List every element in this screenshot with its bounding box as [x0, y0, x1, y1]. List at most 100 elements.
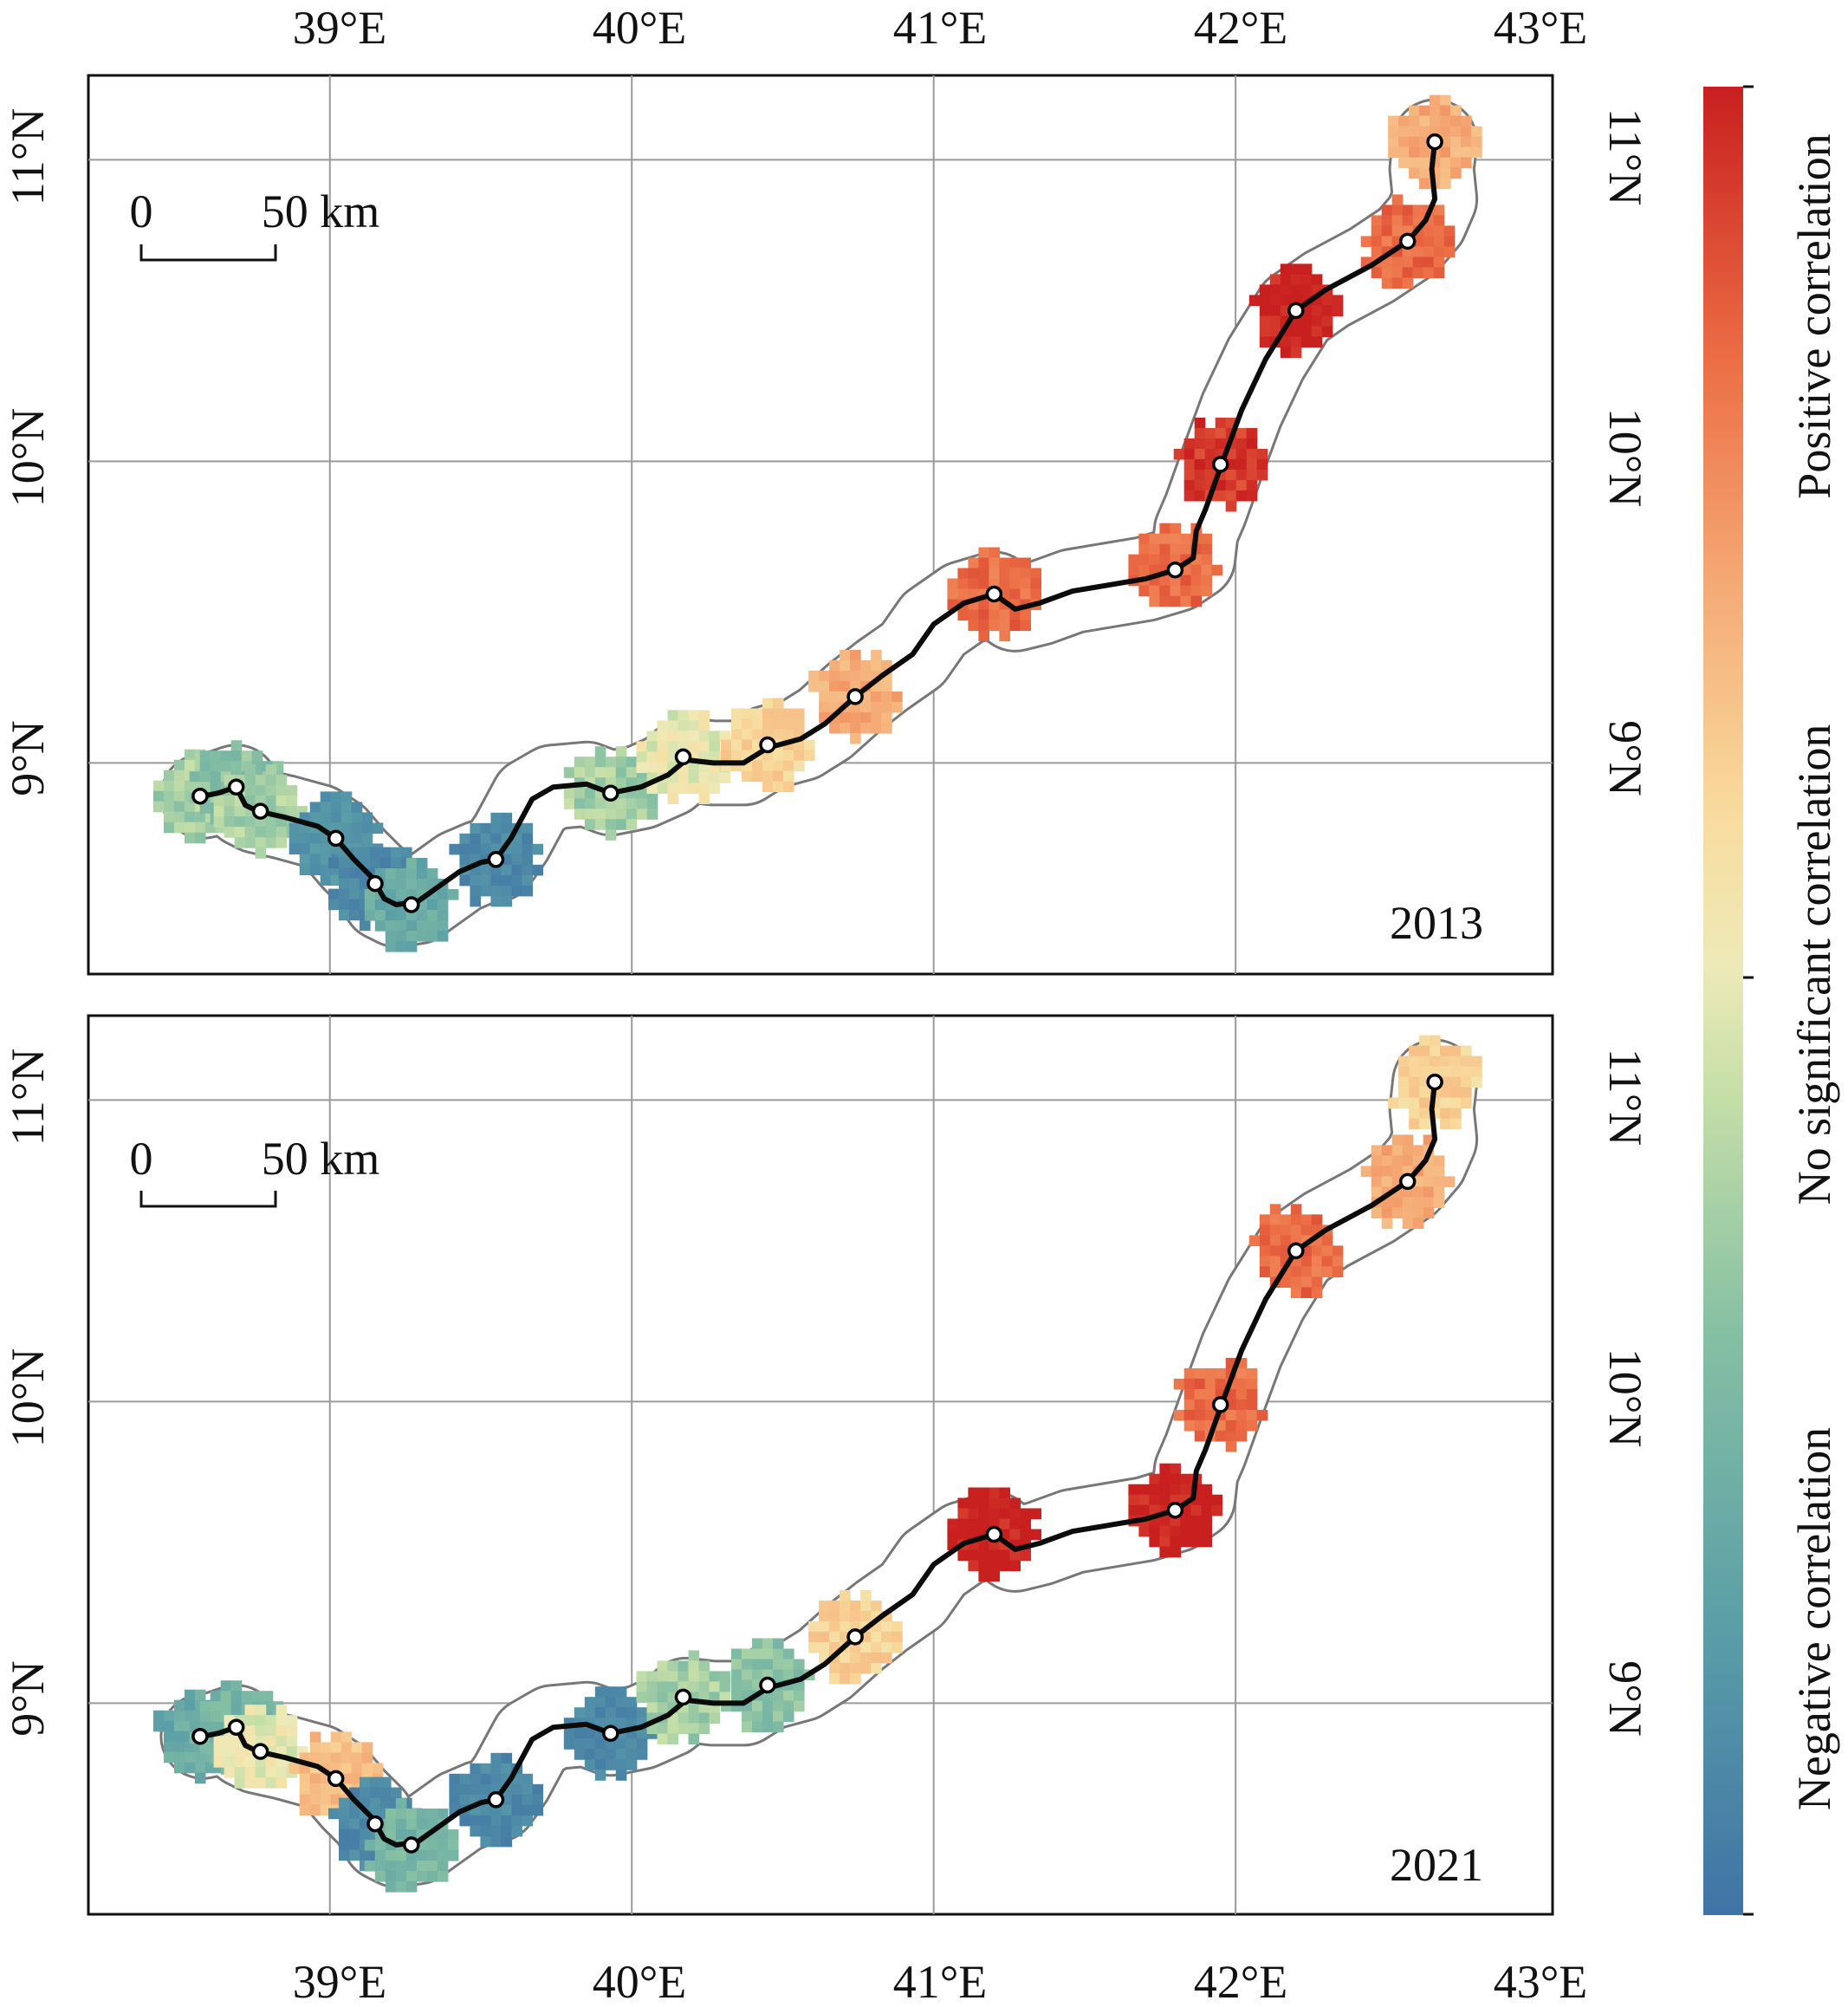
- correlation-cell: [968, 578, 979, 590]
- correlation-cell: [416, 879, 428, 890]
- station-marker: [191, 1727, 209, 1745]
- correlation-cell: [594, 1707, 606, 1718]
- correlation-cell: [299, 1794, 311, 1805]
- correlation-cell: [1381, 1176, 1393, 1187]
- correlation-cell: [299, 864, 311, 875]
- correlation-cell: [522, 843, 533, 855]
- correlation-cell: [511, 843, 522, 855]
- correlation-cell: [184, 811, 196, 823]
- correlation-cell: [999, 1508, 1010, 1520]
- correlation-cell: [957, 1508, 969, 1520]
- station-marker: [1166, 1501, 1184, 1519]
- correlation-cell: [1235, 1367, 1248, 1380]
- correlation-cell: [426, 1871, 438, 1882]
- correlation-cell: [1419, 1097, 1430, 1109]
- correlation-cell: [1246, 458, 1258, 471]
- lat-label-10-right: 10°N: [1599, 408, 1651, 508]
- correlation-cell: [1246, 448, 1258, 460]
- correlation-cell: [173, 822, 185, 834]
- correlation-cell: [173, 811, 185, 823]
- correlation-cell: [605, 809, 617, 820]
- correlation-cell: [349, 1818, 360, 1830]
- correlation-cell: [1235, 1388, 1248, 1400]
- correlation-cell: [1149, 585, 1160, 597]
- correlation-cell: [871, 722, 882, 734]
- correlation-cell: [1183, 438, 1196, 450]
- correlation-cell: [999, 1549, 1010, 1562]
- correlation-cell: [1128, 1494, 1139, 1506]
- correlation-cell: [265, 796, 277, 807]
- correlation-cell: [511, 1794, 522, 1806]
- correlation-cell: [1433, 1186, 1445, 1198]
- correlation-cell: [1388, 126, 1399, 138]
- correlation-cell: [978, 630, 989, 642]
- correlation-cell: [309, 1783, 321, 1795]
- correlation-cell: [1402, 1155, 1414, 1166]
- correlation-cell: [1321, 1235, 1333, 1246]
- bottom-lon-label-43: 43°E: [1494, 1956, 1588, 2007]
- correlation-cell: [1290, 347, 1302, 358]
- correlation-cell: [1409, 1076, 1420, 1088]
- correlation-cell: [1402, 257, 1414, 268]
- correlation-cell: [470, 885, 481, 897]
- correlation-cell: [220, 1701, 232, 1712]
- correlation-cell: [1450, 1066, 1462, 1078]
- correlation-cell: [719, 772, 731, 783]
- correlation-cell: [276, 1736, 288, 1747]
- correlation-cell: [731, 739, 742, 751]
- correlation-cell: [1450, 157, 1462, 169]
- correlation-cell: [1020, 1508, 1031, 1520]
- correlation-cell: [1402, 1207, 1414, 1218]
- correlation-cell: [1259, 336, 1271, 347]
- correlation-cell: [230, 740, 243, 751]
- correlation-cell: [563, 1728, 575, 1739]
- map-panel-2013: 11°N 10°N 9°N 11°N 10°N 9°N 0 50 km 2013: [2, 74, 1651, 976]
- correlation-cell: [511, 885, 522, 897]
- correlation-cell: [1300, 263, 1313, 275]
- correlation-cell: [574, 798, 586, 809]
- correlation-cell: [480, 1825, 491, 1837]
- station-marker: [366, 1815, 384, 1833]
- correlation-cell: [1280, 284, 1292, 296]
- correlation-cell: [840, 1589, 851, 1601]
- correlation-cell: [1215, 490, 1227, 502]
- correlation-cell: [199, 771, 211, 783]
- correlation-cell: [1173, 1409, 1185, 1421]
- scale-bar-start-label: 0: [130, 185, 153, 237]
- correlation-cell: [698, 1681, 710, 1692]
- scale-bar-line: [139, 244, 277, 262]
- correlation-cell: [968, 609, 979, 621]
- correlation-cell: [340, 791, 353, 802]
- correlation-cell: [380, 1797, 392, 1809]
- correlation-cell: [978, 599, 989, 611]
- correlation-cell: [563, 767, 575, 778]
- correlation-cell: [860, 1589, 872, 1601]
- correlation-cell: [871, 1641, 882, 1653]
- correlation-cell: [1440, 115, 1451, 127]
- correlation-cell: [881, 722, 892, 734]
- correlation-cell: [1391, 277, 1404, 289]
- correlation-cell: [1332, 295, 1344, 306]
- correlation-cell: [688, 1723, 700, 1734]
- correlation-cell: [667, 783, 679, 794]
- correlation-cell: [678, 720, 690, 731]
- correlation-cell: [194, 811, 206, 823]
- correlation-cell: [1311, 336, 1323, 347]
- correlation-cell: [1246, 1388, 1258, 1400]
- correlation-cell: [646, 751, 658, 763]
- correlation-cell: [255, 1705, 267, 1716]
- correlation-cell: [1471, 126, 1482, 138]
- correlation-cell: [819, 680, 830, 692]
- correlation-cell: [1259, 1214, 1271, 1225]
- correlation-cell: [989, 620, 1000, 632]
- correlation-cell: [395, 910, 407, 921]
- correlation-cell: [947, 578, 958, 590]
- correlation-cell: [584, 798, 596, 809]
- correlation-cell: [299, 1804, 311, 1815]
- correlation-cell: [210, 1711, 222, 1723]
- correlation-cell: [234, 816, 246, 828]
- correlation-cell: [819, 670, 830, 682]
- correlation-cell: [667, 1723, 679, 1734]
- correlation-cell: [364, 1840, 376, 1851]
